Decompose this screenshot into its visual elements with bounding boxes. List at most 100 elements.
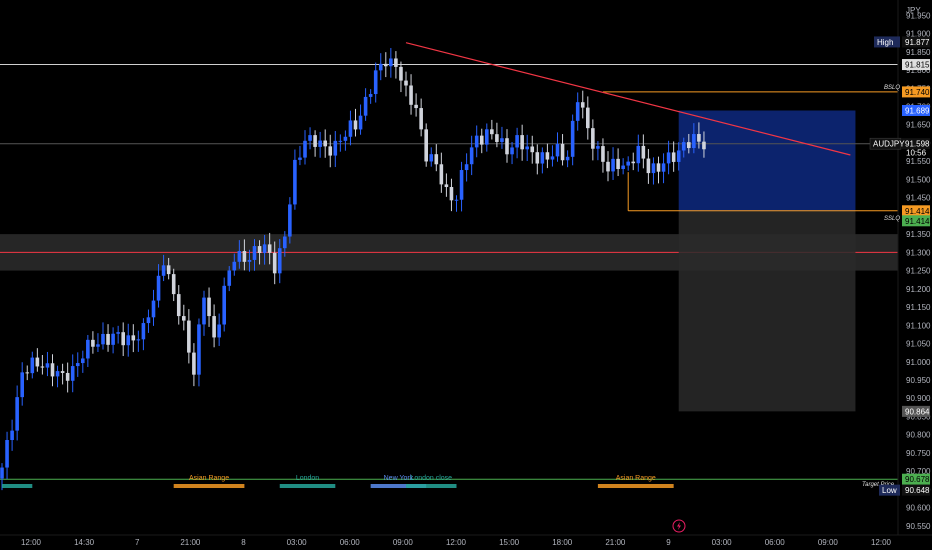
- candle-body: [348, 120, 353, 137]
- candle-body: [363, 96, 368, 116]
- candle-body: [5, 440, 9, 468]
- candle-body: [151, 300, 156, 318]
- candle-body: [20, 372, 24, 398]
- candle-body: [30, 357, 35, 374]
- candle-body: [404, 80, 408, 86]
- price-tick: 91.950: [906, 11, 931, 20]
- candle-body: [313, 135, 317, 147]
- target-line-tag-bg: [902, 473, 930, 485]
- candle-body: [646, 158, 651, 174]
- candle-body: [81, 358, 85, 364]
- time-tick: 12:00: [21, 538, 42, 547]
- sslq-label: SSLQ: [884, 216, 900, 222]
- price-axis[interactable]: 91.95091.90091.85091.80091.75091.70091.6…: [862, 0, 931, 535]
- candle-body: [409, 85, 413, 105]
- session-bar: [406, 484, 457, 488]
- candle-body: [40, 366, 45, 368]
- candle-body: [586, 107, 590, 129]
- level-91815-tag: 91.815: [905, 61, 930, 70]
- candle-body: [394, 58, 398, 67]
- candle-body: [333, 140, 338, 156]
- candle-body: [459, 170, 464, 200]
- candle-body: [580, 102, 585, 108]
- candle-body: [96, 344, 100, 347]
- candle-body: [298, 157, 302, 160]
- time-tick: 03:00: [712, 538, 733, 547]
- candle-body: [575, 102, 580, 121]
- bslq-price-tag-bg: [902, 86, 930, 98]
- candle-body: [606, 161, 610, 172]
- candle-body: [520, 135, 524, 150]
- loss-zone: [678, 210, 856, 412]
- candle-body: [202, 297, 206, 325]
- candle-body: [540, 152, 545, 164]
- price-tick: 91.050: [906, 340, 931, 349]
- price-tick: 90.750: [906, 449, 931, 458]
- candle-body: [358, 115, 363, 130]
- candle-body: [384, 63, 388, 67]
- candle-body: [182, 316, 186, 321]
- candle-body: [328, 146, 333, 156]
- lightning-icon[interactable]: [672, 519, 686, 533]
- candle-body: [308, 135, 312, 141]
- time-axis[interactable]: 12:00 14:30 7 21:00 8 03:00 06:00 09:00 12:00 15:…: [0, 534, 932, 547]
- candle-body: [35, 357, 40, 367]
- price-tick: 91.650: [906, 121, 931, 130]
- candle-body: [687, 142, 691, 149]
- low-price-tag: 90.648: [905, 486, 930, 495]
- candle-body: [565, 156, 570, 161]
- candle-body: [131, 335, 136, 341]
- candle-body: [192, 352, 196, 375]
- last-price-tag-bg: [902, 138, 930, 150]
- candle-body: [479, 135, 484, 145]
- candle-body: [272, 252, 277, 274]
- candle-body: [485, 129, 489, 145]
- candle-body: [10, 430, 14, 441]
- candle-body: [515, 135, 519, 148]
- candle-body: [692, 134, 696, 149]
- session-bar: [173, 484, 245, 488]
- candle-body: [676, 150, 681, 162]
- candle-body: [560, 143, 565, 161]
- candle-body: [55, 371, 60, 377]
- price-tick: 90.800: [906, 431, 931, 440]
- target-price-tag-bg: [902, 105, 930, 117]
- stop-price-tag-bg: [902, 405, 930, 417]
- candle-body: [500, 138, 504, 142]
- candle-body: [303, 140, 307, 158]
- trendline: [405, 42, 851, 156]
- candle-body: [702, 141, 706, 150]
- high-label-bg: [874, 36, 900, 48]
- candle-body: [146, 317, 151, 324]
- session-label: New York: [384, 475, 414, 482]
- sslq-price-tag-bg: [902, 205, 930, 217]
- price-tick: 91.250: [906, 267, 931, 276]
- high-price-tag: 91.877: [905, 38, 930, 47]
- candle-body: [141, 323, 146, 340]
- candle-body: [242, 251, 247, 262]
- candles-layer: [0, 48, 706, 491]
- candle-body: [111, 333, 115, 345]
- candle-body: [495, 134, 499, 142]
- candle-body: [156, 275, 161, 301]
- candle-body: [444, 184, 449, 188]
- candle-body: [318, 140, 322, 147]
- target-label: Target Price: [862, 482, 895, 488]
- candle-body: [267, 244, 272, 253]
- time-tick: 12:00: [871, 538, 892, 547]
- candle-body: [0, 467, 4, 479]
- session-label: London: [296, 475, 319, 482]
- candle-body: [651, 163, 656, 174]
- price-tick: 90.600: [906, 504, 931, 513]
- price-tick: 91.200: [906, 285, 931, 294]
- candle-body: [252, 246, 257, 260]
- time-tick: 21:00: [605, 538, 626, 547]
- candle-body: [414, 104, 418, 109]
- candle-body: [611, 158, 615, 172]
- price-tick: 90.700: [906, 467, 931, 476]
- price-tick: 91.800: [906, 66, 931, 75]
- candle-body: [60, 371, 65, 373]
- profit-zone: [678, 110, 856, 211]
- candle-body: [232, 261, 237, 271]
